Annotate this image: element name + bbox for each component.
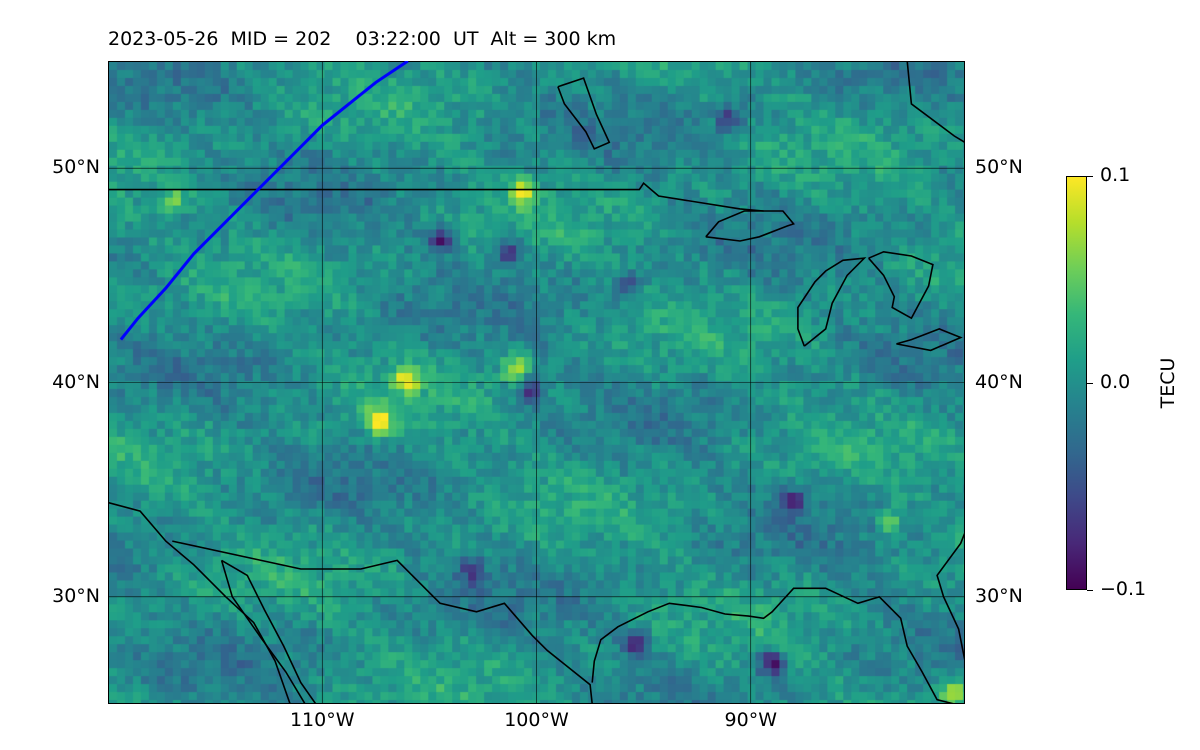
boundary-line [221,559,317,704]
graticule [108,61,965,704]
boundary-line [797,257,867,347]
boundary-line [591,587,955,704]
map-overlay [108,61,965,704]
boundary-line [936,532,965,662]
boundary-line [906,61,965,144]
colorbar-tick [1087,589,1093,591]
boundary-line [896,328,963,352]
coastlines-and-borders [108,61,965,704]
lon-tick-label: 110°W [289,709,355,731]
boundary-line [557,77,611,150]
figure-title: 2023-05-26 MID = 202 03:22:00 UT Alt = 3… [108,28,617,50]
lat-tick-label-right: 40°N [975,370,1023,393]
boundary-line [108,182,764,212]
boundary-line [172,540,593,704]
lat-tick-label-left: 40°N [52,370,100,393]
colorbar-tick-label: 0.0 [1100,371,1131,393]
colorbar [1066,176,1087,590]
colorbar-tick [1087,382,1093,384]
boundary-line [867,250,934,320]
boundary-line [220,560,306,704]
lat-tick-label-left: 30°N [52,584,100,607]
satellite-track [119,61,409,341]
lat-tick-label-left: 50°N [52,156,100,179]
lat-tick-label-right: 50°N [975,156,1023,179]
colorbar-tick-label: −0.1 [1100,578,1147,600]
boundary-line [705,210,795,242]
lat-tick-label-right: 30°N [975,584,1023,607]
boundary-line [108,501,291,704]
lon-tick-label: 90°W [724,709,777,731]
colorbar-title: TECU [1157,357,1179,409]
colorbar-tick [1087,175,1093,177]
lon-tick-label: 100°W [504,709,569,731]
colorbar-tick-label: 0.1 [1100,164,1131,186]
